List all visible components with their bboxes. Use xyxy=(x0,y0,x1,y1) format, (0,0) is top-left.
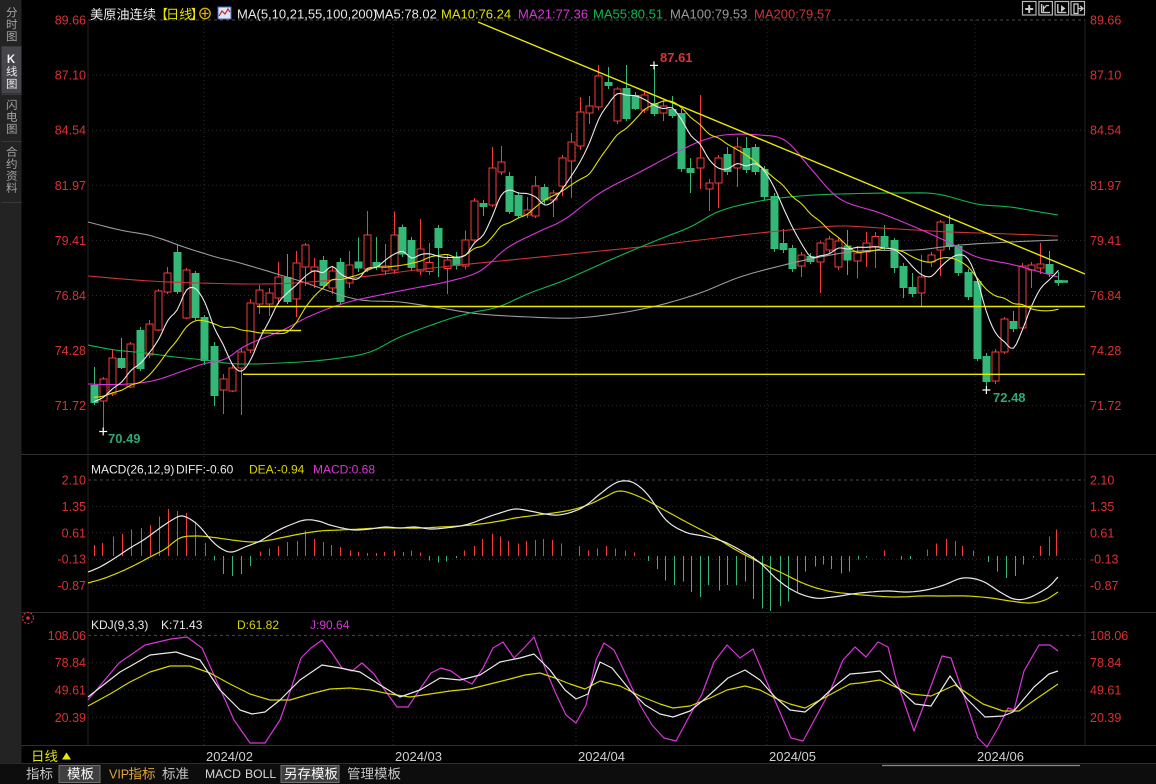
svg-text:72.48: 72.48 xyxy=(993,390,1026,405)
svg-text:MA(5,10,21,55,100,200): MA(5,10,21,55,100,200) xyxy=(237,7,377,22)
svg-text:74.28: 74.28 xyxy=(1090,344,1121,358)
svg-text:VIP: VIP xyxy=(109,768,129,782)
svg-text:87.61: 87.61 xyxy=(660,50,693,65)
svg-text:-0.13: -0.13 xyxy=(1090,553,1119,567)
svg-text:108.06: 108.06 xyxy=(1090,629,1128,643)
svg-text:0.61: 0.61 xyxy=(1090,526,1114,540)
svg-text:1.35: 1.35 xyxy=(1090,500,1114,514)
svg-text:2024/06: 2024/06 xyxy=(977,749,1024,764)
svg-text:MACD: MACD xyxy=(205,767,241,781)
svg-text:87.10: 87.10 xyxy=(55,69,86,83)
svg-text:71.72: 71.72 xyxy=(55,399,86,413)
svg-text:89.66: 89.66 xyxy=(55,14,86,28)
svg-text:BOLL: BOLL xyxy=(245,767,276,781)
svg-text:71.72: 71.72 xyxy=(1090,399,1121,413)
svg-text:2.10: 2.10 xyxy=(1090,474,1114,488)
svg-text:84.54: 84.54 xyxy=(1090,124,1121,138)
svg-text:MA100:79.53: MA100:79.53 xyxy=(670,7,747,22)
svg-text:79.41: 79.41 xyxy=(55,234,86,248)
svg-text:MA5:78.02: MA5:78.02 xyxy=(374,7,437,22)
svg-text:DEA:-0.94: DEA:-0.94 xyxy=(249,463,305,477)
svg-text:-0.87: -0.87 xyxy=(58,579,87,593)
svg-text:89.66: 89.66 xyxy=(1090,14,1121,28)
svg-text:MACD:0.68: MACD:0.68 xyxy=(313,463,375,477)
svg-text:2024/02: 2024/02 xyxy=(206,749,253,764)
svg-text:81.97: 81.97 xyxy=(1090,179,1121,193)
svg-text:K: K xyxy=(7,54,16,66)
svg-text:1.35: 1.35 xyxy=(62,500,86,514)
svg-text:78.84: 78.84 xyxy=(55,656,86,670)
svg-text:84.54: 84.54 xyxy=(55,124,86,138)
svg-text:76.84: 76.84 xyxy=(1090,289,1121,303)
svg-text:2024/05: 2024/05 xyxy=(769,749,816,764)
svg-text:0.61: 0.61 xyxy=(62,526,86,540)
svg-text:MA10:76.24: MA10:76.24 xyxy=(441,7,511,22)
svg-text:20.39: 20.39 xyxy=(1090,711,1121,725)
svg-text:108.06: 108.06 xyxy=(48,629,86,643)
svg-text:76.84: 76.84 xyxy=(55,289,86,303)
svg-text:MA21:77.36: MA21:77.36 xyxy=(518,7,588,22)
svg-text:70.49: 70.49 xyxy=(108,431,141,446)
svg-text:79.41: 79.41 xyxy=(1090,234,1121,248)
svg-text:2.10: 2.10 xyxy=(62,474,86,488)
svg-text:2024/04: 2024/04 xyxy=(578,749,625,764)
svg-text:81.97: 81.97 xyxy=(55,179,86,193)
svg-text:MA200:79.57: MA200:79.57 xyxy=(754,7,831,22)
svg-text:49.61: 49.61 xyxy=(55,684,86,698)
svg-text:D:61.82: D:61.82 xyxy=(237,618,279,632)
svg-text:MA55:80.51: MA55:80.51 xyxy=(593,7,663,22)
svg-text:78.84: 78.84 xyxy=(1090,656,1121,670)
svg-text:87.10: 87.10 xyxy=(1090,69,1121,83)
svg-text:49.61: 49.61 xyxy=(1090,684,1121,698)
svg-text:MACD(26,12,9): MACD(26,12,9) xyxy=(91,463,174,477)
svg-text:DIFF:-0.60: DIFF:-0.60 xyxy=(176,463,234,477)
svg-text:J:90.64: J:90.64 xyxy=(310,618,350,632)
svg-text:20.39: 20.39 xyxy=(55,711,86,725)
svg-text:-0.87: -0.87 xyxy=(1090,579,1119,593)
svg-text:74.28: 74.28 xyxy=(55,344,86,358)
svg-text:K:71.43: K:71.43 xyxy=(161,618,203,632)
svg-text:KDJ(9,3,3): KDJ(9,3,3) xyxy=(91,618,148,632)
svg-text:2024/03: 2024/03 xyxy=(395,749,442,764)
svg-text:-0.13: -0.13 xyxy=(58,553,87,567)
